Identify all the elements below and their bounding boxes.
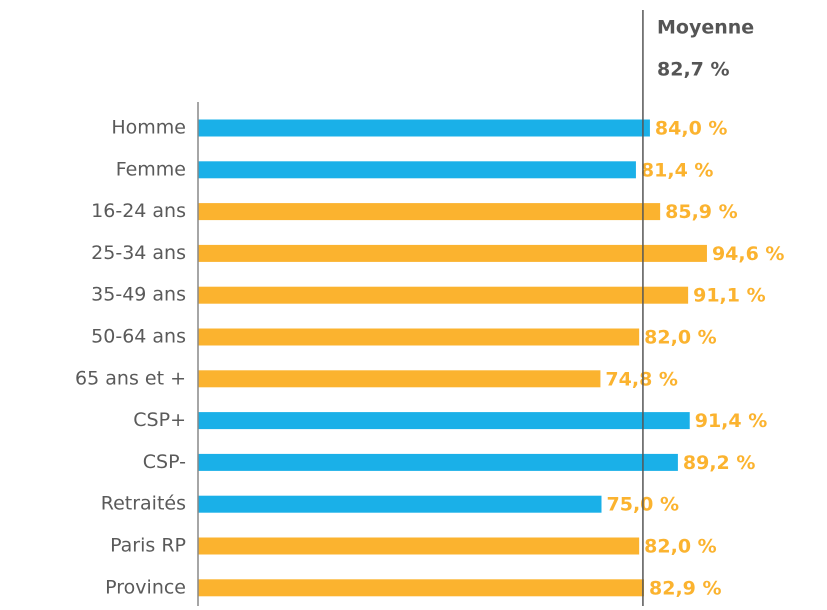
bar bbox=[198, 161, 636, 179]
category-label: Homme bbox=[111, 117, 186, 139]
category-label: 35-49 ans bbox=[91, 284, 186, 306]
bar bbox=[198, 328, 640, 346]
value-label: 85,9 % bbox=[665, 201, 738, 223]
bar bbox=[198, 286, 689, 304]
mean-title: Moyenne bbox=[657, 17, 754, 39]
value-label: 91,1 % bbox=[693, 285, 766, 307]
bar bbox=[198, 453, 678, 471]
category-label: 16-24 ans bbox=[91, 200, 186, 222]
category-label: 50-64 ans bbox=[91, 326, 186, 348]
category-label: CSP- bbox=[143, 451, 186, 473]
value-label: 82,0 % bbox=[644, 536, 717, 558]
category-label: Femme bbox=[116, 158, 186, 180]
bar bbox=[198, 203, 661, 221]
value-label: 89,2 % bbox=[683, 452, 756, 474]
value-label: 91,4 % bbox=[695, 410, 768, 432]
value-label: 94,6 % bbox=[712, 243, 785, 265]
bar bbox=[198, 579, 645, 597]
value-label: 74,8 % bbox=[605, 368, 678, 390]
mean-value: 82,7 % bbox=[657, 59, 730, 81]
value-label: 81,4 % bbox=[641, 159, 714, 181]
bar bbox=[198, 370, 601, 388]
category-label: CSP+ bbox=[133, 409, 186, 431]
category-label: Province bbox=[105, 576, 186, 598]
bar bbox=[198, 412, 690, 430]
bar bbox=[198, 495, 602, 513]
value-label: 82,9 % bbox=[649, 577, 722, 599]
bar bbox=[198, 537, 640, 555]
value-label: 82,0 % bbox=[644, 327, 717, 349]
category-label: 25-34 ans bbox=[91, 242, 186, 264]
category-label: Paris RP bbox=[110, 535, 186, 557]
value-label: 84,0 % bbox=[655, 118, 728, 140]
category-label: 65 ans et + bbox=[75, 367, 186, 389]
bar bbox=[198, 244, 707, 262]
category-label: Retraités bbox=[101, 493, 186, 515]
bar bbox=[198, 119, 650, 137]
